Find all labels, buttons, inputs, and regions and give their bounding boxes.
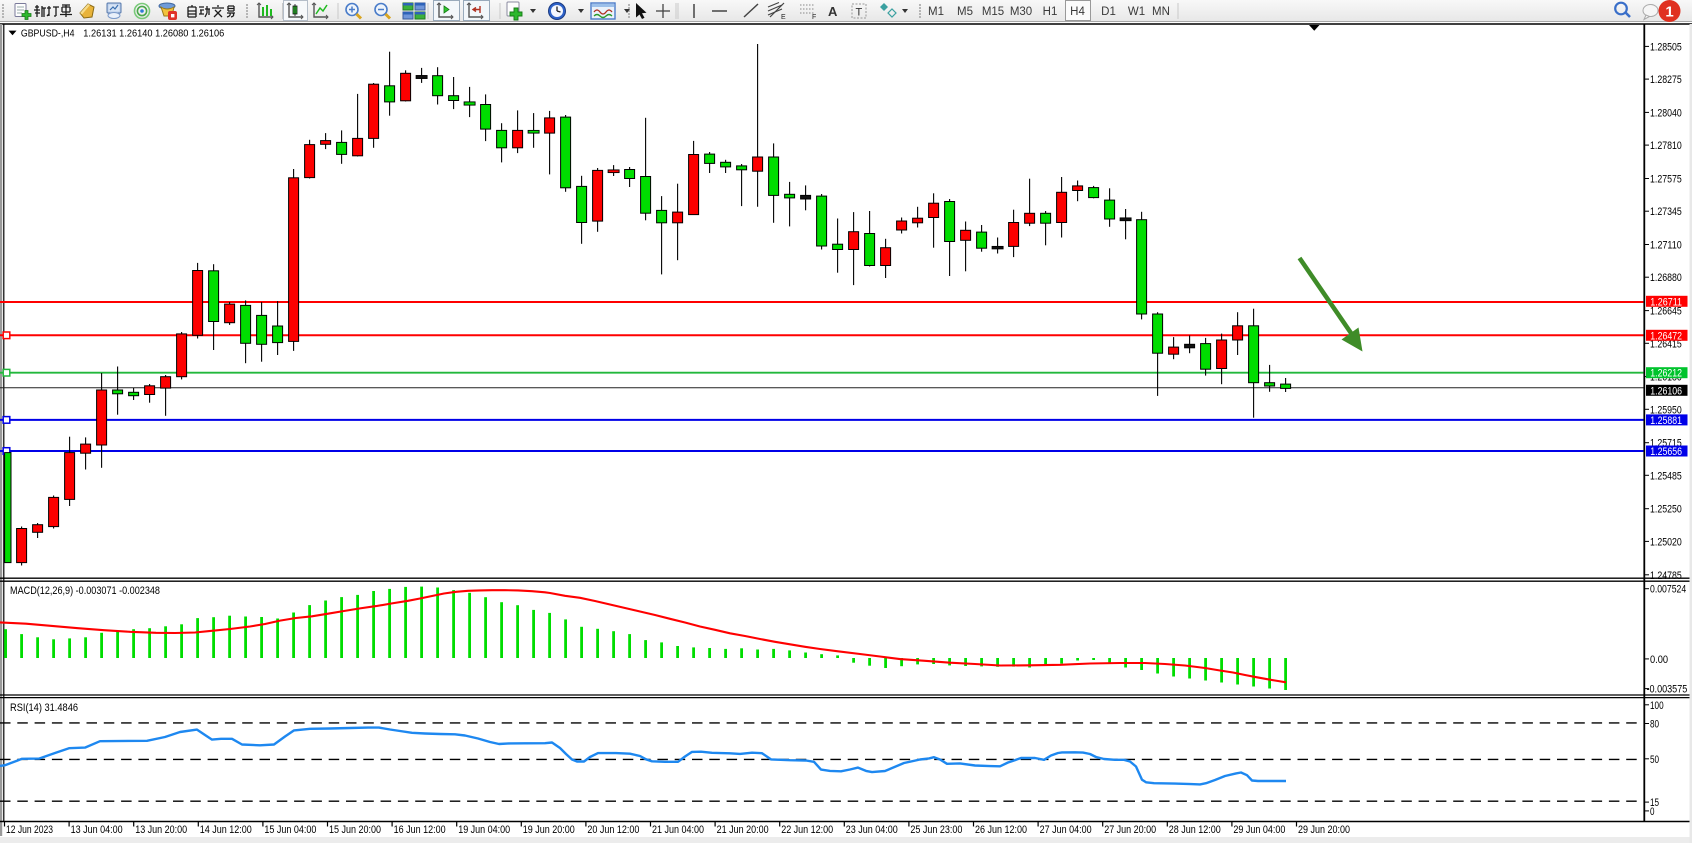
svg-text:1.27345: 1.27345 bbox=[1650, 206, 1682, 218]
svg-text:1.26880: 1.26880 bbox=[1650, 272, 1682, 284]
svg-text:0: 0 bbox=[1650, 806, 1655, 818]
svg-text:1.26131 1.26140 1.26080 1.2610: 1.26131 1.26140 1.26080 1.26106 bbox=[83, 27, 224, 39]
svg-text:1.27810: 1.27810 bbox=[1650, 140, 1682, 152]
svg-text:15 Jun 20:00: 15 Jun 20:00 bbox=[329, 824, 381, 836]
svg-text:50: 50 bbox=[1650, 754, 1659, 766]
svg-text:1.26212: 1.26212 bbox=[1650, 368, 1682, 380]
svg-text:A: A bbox=[828, 4, 838, 19]
svg-text:1.24785: 1.24785 bbox=[1650, 570, 1682, 582]
svg-text:1.26711: 1.26711 bbox=[1650, 296, 1682, 308]
svg-text:25 Jun 23:00: 25 Jun 23:00 bbox=[910, 824, 962, 836]
svg-text:M15: M15 bbox=[982, 6, 1004, 18]
svg-text:14 Jun 12:00: 14 Jun 12:00 bbox=[200, 824, 252, 836]
svg-text:H4: H4 bbox=[1070, 6, 1085, 18]
svg-text:16 Jun 12:00: 16 Jun 12:00 bbox=[394, 824, 446, 836]
svg-text:1.27575: 1.27575 bbox=[1650, 174, 1682, 186]
svg-text:MACD(12,26,9) -0.003071 -0.002: MACD(12,26,9) -0.003071 -0.002348 bbox=[10, 585, 160, 597]
svg-text:RSI(14) 31.4846: RSI(14) 31.4846 bbox=[10, 702, 78, 714]
svg-text:26 Jun 12:00: 26 Jun 12:00 bbox=[975, 824, 1027, 836]
svg-text:1.26472: 1.26472 bbox=[1650, 330, 1682, 342]
svg-text:12 Jun 2023: 12 Jun 2023 bbox=[6, 824, 53, 836]
svg-text:M30: M30 bbox=[1010, 6, 1032, 18]
svg-text:0.007524: 0.007524 bbox=[1650, 584, 1686, 596]
svg-text:29 Jun 04:00: 29 Jun 04:00 bbox=[1233, 824, 1285, 836]
svg-text:1.25950: 1.25950 bbox=[1650, 404, 1682, 416]
svg-text:1.28505: 1.28505 bbox=[1650, 41, 1682, 53]
svg-text:21 Jun 04:00: 21 Jun 04:00 bbox=[652, 824, 704, 836]
svg-text:100: 100 bbox=[1650, 700, 1664, 712]
svg-text:GBPUSD-,H4: GBPUSD-,H4 bbox=[21, 27, 75, 39]
svg-text:20 Jun 12:00: 20 Jun 12:00 bbox=[587, 824, 639, 836]
svg-text:29 Jun 20:00: 29 Jun 20:00 bbox=[1298, 824, 1350, 836]
svg-text:1.28275: 1.28275 bbox=[1650, 74, 1682, 86]
svg-text:1.26106: 1.26106 bbox=[1650, 385, 1682, 397]
svg-text:1.25656: 1.25656 bbox=[1650, 446, 1682, 458]
svg-text:F: F bbox=[812, 14, 816, 21]
svg-text:W1: W1 bbox=[1128, 6, 1145, 18]
svg-text:-0.003575: -0.003575 bbox=[1647, 684, 1688, 696]
svg-text:MN: MN bbox=[1152, 6, 1170, 18]
svg-text:1.25881: 1.25881 bbox=[1650, 415, 1682, 427]
svg-text:27 Jun 20:00: 27 Jun 20:00 bbox=[1104, 824, 1156, 836]
svg-text:23 Jun 04:00: 23 Jun 04:00 bbox=[846, 824, 898, 836]
svg-text:D1: D1 bbox=[1101, 6, 1116, 18]
svg-text:28 Jun 12:00: 28 Jun 12:00 bbox=[1169, 824, 1221, 836]
svg-text:1.25250: 1.25250 bbox=[1650, 504, 1682, 516]
svg-text:T: T bbox=[856, 7, 863, 19]
svg-text:M5: M5 bbox=[957, 6, 973, 18]
svg-text:1: 1 bbox=[1665, 4, 1673, 21]
svg-text:1.26415: 1.26415 bbox=[1650, 338, 1682, 350]
svg-text:21 Jun 20:00: 21 Jun 20:00 bbox=[717, 824, 769, 836]
svg-text:22 Jun 12:00: 22 Jun 12:00 bbox=[781, 824, 833, 836]
svg-text:0.00: 0.00 bbox=[1650, 654, 1668, 666]
svg-text:15: 15 bbox=[1650, 797, 1659, 809]
svg-text:27 Jun 04:00: 27 Jun 04:00 bbox=[1040, 824, 1092, 836]
svg-text:E: E bbox=[781, 14, 786, 21]
svg-text:1.25485: 1.25485 bbox=[1650, 470, 1682, 482]
svg-text:15 Jun 04:00: 15 Jun 04:00 bbox=[264, 824, 316, 836]
svg-text:80: 80 bbox=[1650, 719, 1659, 731]
svg-text:1.28040: 1.28040 bbox=[1650, 107, 1682, 119]
svg-text:1.26645: 1.26645 bbox=[1650, 306, 1682, 318]
svg-text:19 Jun 20:00: 19 Jun 20:00 bbox=[523, 824, 575, 836]
svg-text:13 Jun 04:00: 13 Jun 04:00 bbox=[71, 824, 123, 836]
svg-text:19 Jun 04:00: 19 Jun 04:00 bbox=[458, 824, 510, 836]
svg-text:H1: H1 bbox=[1043, 6, 1058, 18]
svg-text:1.25020: 1.25020 bbox=[1650, 536, 1682, 548]
svg-text:13 Jun 20:00: 13 Jun 20:00 bbox=[135, 824, 187, 836]
svg-text:M1: M1 bbox=[928, 6, 944, 18]
svg-text:1.27110: 1.27110 bbox=[1650, 240, 1682, 252]
